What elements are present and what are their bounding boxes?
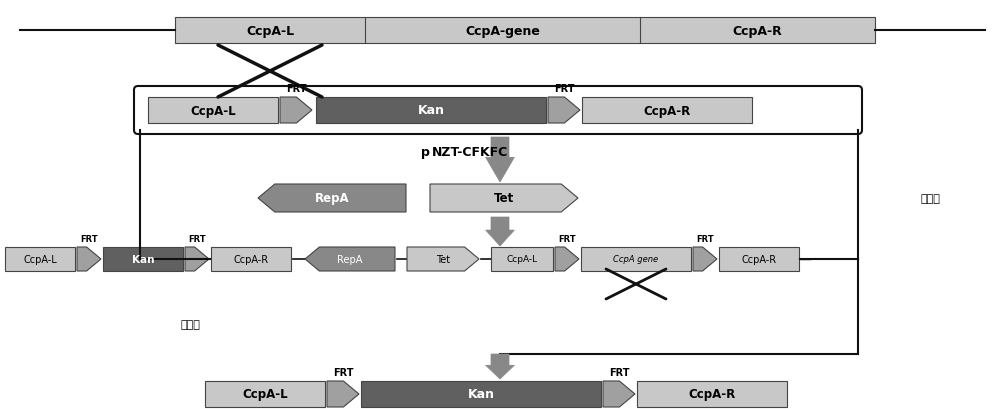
Polygon shape (693, 247, 717, 271)
Polygon shape (603, 381, 635, 407)
Bar (103, 247, 183, 271)
Text: FRT: FRT (554, 84, 574, 94)
Text: CcpA-L: CcpA-L (242, 388, 288, 400)
Polygon shape (555, 247, 579, 271)
Polygon shape (280, 98, 312, 124)
Text: RepA: RepA (315, 192, 349, 205)
Text: CcpA-L: CcpA-L (23, 254, 57, 264)
Text: CcpA gene: CcpA gene (613, 255, 659, 264)
Bar (719, 247, 799, 271)
Text: RepA: RepA (337, 254, 363, 264)
Bar (5, 247, 75, 271)
Bar (582, 98, 752, 124)
Bar (491, 247, 553, 271)
Text: NZT-CFKFC: NZT-CFKFC (432, 146, 508, 159)
Text: FRT: FRT (696, 235, 714, 244)
Polygon shape (486, 138, 514, 182)
Text: Kan: Kan (132, 254, 154, 264)
Polygon shape (430, 184, 578, 213)
Polygon shape (305, 247, 395, 271)
Text: FRT: FRT (609, 367, 629, 377)
Text: 单交换: 单交换 (920, 193, 940, 204)
Text: CcpA-R: CcpA-R (643, 104, 691, 117)
Polygon shape (407, 247, 479, 271)
Bar (148, 98, 278, 124)
Text: CcpA-L: CcpA-L (506, 255, 538, 264)
Text: CcpA-R: CcpA-R (688, 388, 736, 400)
Polygon shape (548, 98, 580, 124)
Text: Kan: Kan (418, 104, 444, 117)
Text: CcpA-L: CcpA-L (190, 104, 236, 117)
Text: Kan: Kan (468, 388, 494, 400)
Text: p: p (421, 146, 430, 159)
Polygon shape (327, 381, 359, 407)
Text: CcpA-R: CcpA-R (733, 25, 782, 37)
Text: FRT: FRT (80, 235, 98, 244)
Text: FRT: FRT (188, 235, 206, 244)
Bar (205, 381, 325, 407)
Text: CcpA-R: CcpA-R (741, 254, 777, 264)
Polygon shape (77, 247, 101, 271)
Text: FRT: FRT (558, 235, 576, 244)
Text: CcpA-R: CcpA-R (233, 254, 269, 264)
Bar (316, 98, 546, 124)
Polygon shape (185, 247, 209, 271)
Text: CcpA-gene: CcpA-gene (465, 25, 540, 37)
Bar (637, 381, 787, 407)
Bar (581, 247, 691, 271)
Polygon shape (486, 218, 514, 246)
Text: FRT: FRT (333, 367, 353, 377)
Text: Tet: Tet (494, 192, 514, 205)
Text: 双交换: 双交换 (180, 319, 200, 329)
Polygon shape (258, 184, 406, 213)
Text: Tet: Tet (436, 254, 450, 264)
Polygon shape (486, 354, 514, 379)
Text: CcpA-L: CcpA-L (246, 25, 294, 37)
Text: FRT: FRT (286, 84, 306, 94)
Bar (175, 18, 875, 44)
Bar (211, 247, 291, 271)
Bar (361, 381, 601, 407)
